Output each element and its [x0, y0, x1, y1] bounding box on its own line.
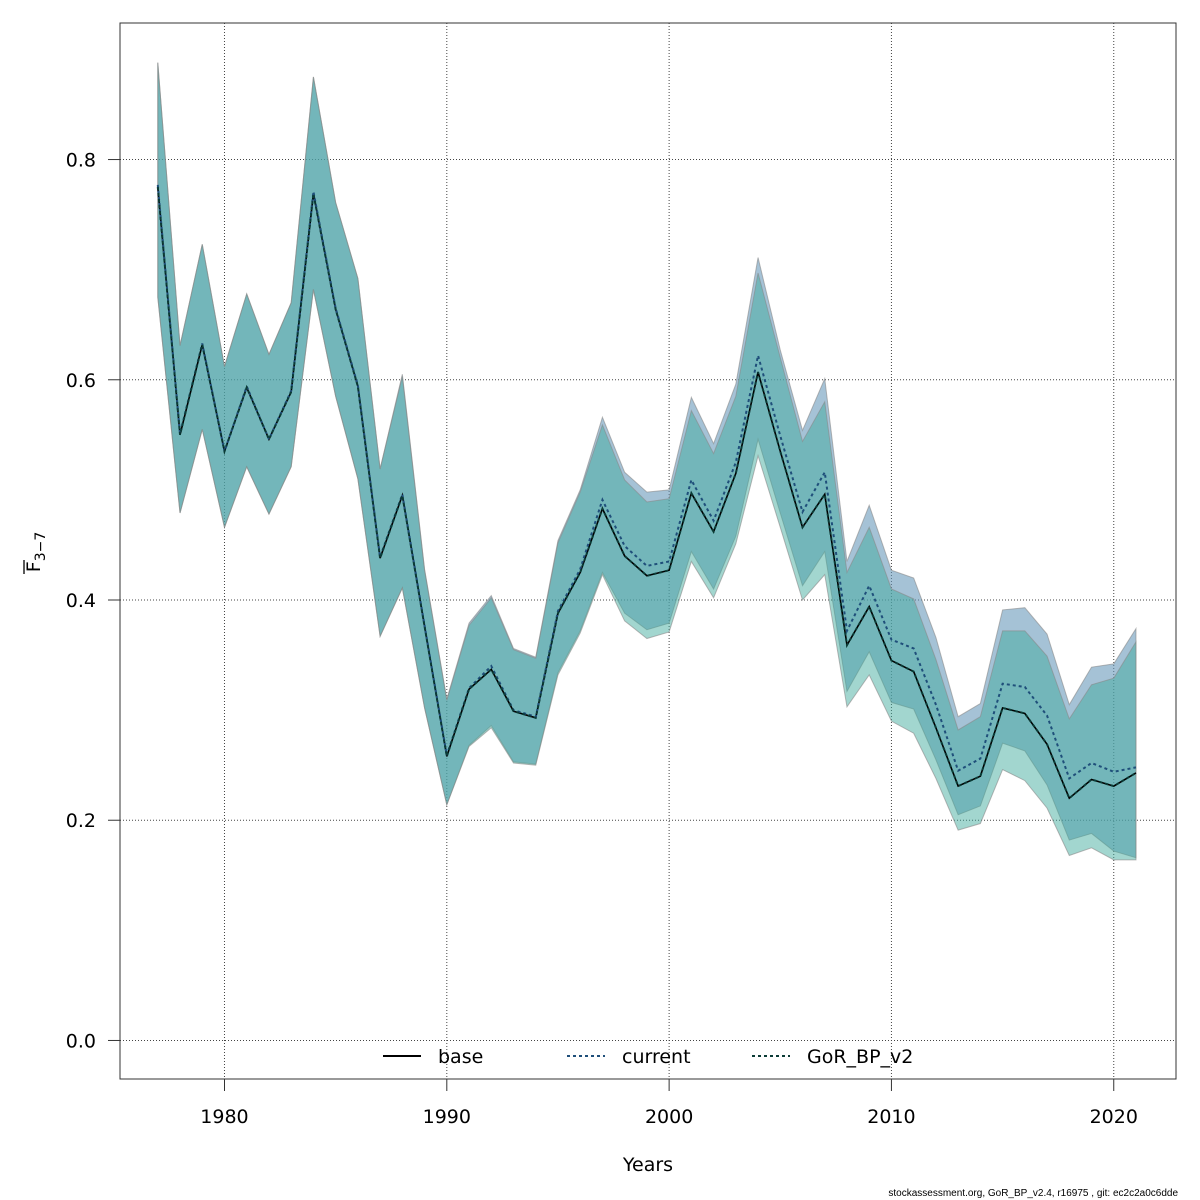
y-tick-label: 0.8 [66, 150, 96, 172]
y-tick-label: 0.2 [66, 810, 96, 832]
legend-item-current: current [567, 1046, 691, 1068]
confidence-bands [157, 62, 1137, 861]
x-axis: 1980 1990 2000 2010 2020 [200, 1079, 1138, 1128]
legend-item-gor-bp-v2: GoR_BP_v2 [752, 1046, 913, 1068]
y-axis-label-sub: 3−7 [33, 532, 49, 562]
y-axis: 0.0 0.2 0.4 0.6 0.8 [66, 150, 120, 1052]
series-lines [156, 184, 1137, 800]
line-current [156, 184, 1137, 780]
x-tick-label: 1980 [200, 1106, 248, 1128]
legend-label: current [622, 1046, 691, 1068]
plot-frame [119, 22, 1177, 1080]
x-axis-label: Years [622, 1154, 673, 1176]
svg-text:F3−7: F3−7 [23, 532, 49, 572]
y-axis-label-main: F [23, 561, 45, 572]
x-tick-label: 2000 [645, 1106, 693, 1128]
x-tick-label: 2010 [867, 1106, 915, 1128]
y-tick-label: 0.4 [66, 590, 96, 612]
x-tick-label: 2020 [1090, 1106, 1138, 1128]
y-tick-label: 0.0 [66, 1030, 96, 1052]
y-axis-label: F3−7 [23, 532, 49, 574]
x-tick-label: 1990 [423, 1106, 471, 1128]
line-gor-bp-v2 [156, 186, 1137, 800]
y-tick-label: 0.6 [66, 370, 96, 392]
footer-credit: stockassessment.org, GoR_BP_v2.4, r16975… [888, 1188, 1178, 1199]
legend-label: GoR_BP_v2 [807, 1046, 913, 1068]
legend: base current GoR_BP_v2 [383, 1046, 913, 1068]
legend-label: base [438, 1046, 483, 1068]
band-base [157, 62, 1137, 861]
legend-item-base: base [383, 1046, 483, 1068]
grid-lines [120, 23, 1176, 1079]
